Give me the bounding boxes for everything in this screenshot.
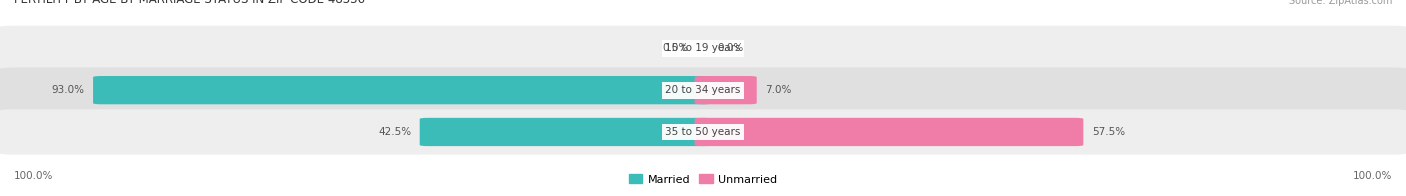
Text: 0.0%: 0.0% xyxy=(662,43,689,53)
Text: 7.0%: 7.0% xyxy=(765,85,792,95)
Text: 35 to 50 years: 35 to 50 years xyxy=(665,127,741,137)
Text: FERTILITY BY AGE BY MARRIAGE STATUS IN ZIP CODE 48336: FERTILITY BY AGE BY MARRIAGE STATUS IN Z… xyxy=(14,0,366,6)
Text: 100.0%: 100.0% xyxy=(14,171,53,181)
Legend: Married, Unmarried: Married, Unmarried xyxy=(628,174,778,185)
FancyBboxPatch shape xyxy=(0,26,1406,71)
Text: 15 to 19 years: 15 to 19 years xyxy=(665,43,741,53)
FancyBboxPatch shape xyxy=(419,118,711,146)
Text: 100.0%: 100.0% xyxy=(1353,171,1392,181)
Text: 20 to 34 years: 20 to 34 years xyxy=(665,85,741,95)
Text: 42.5%: 42.5% xyxy=(378,127,412,137)
Text: 57.5%: 57.5% xyxy=(1092,127,1125,137)
FancyBboxPatch shape xyxy=(695,76,756,104)
FancyBboxPatch shape xyxy=(0,67,1406,113)
FancyBboxPatch shape xyxy=(0,109,1406,155)
FancyBboxPatch shape xyxy=(695,118,1083,146)
FancyBboxPatch shape xyxy=(93,76,711,104)
Text: 0.0%: 0.0% xyxy=(717,43,744,53)
Text: Source: ZipAtlas.com: Source: ZipAtlas.com xyxy=(1288,0,1392,6)
Text: 93.0%: 93.0% xyxy=(52,85,84,95)
